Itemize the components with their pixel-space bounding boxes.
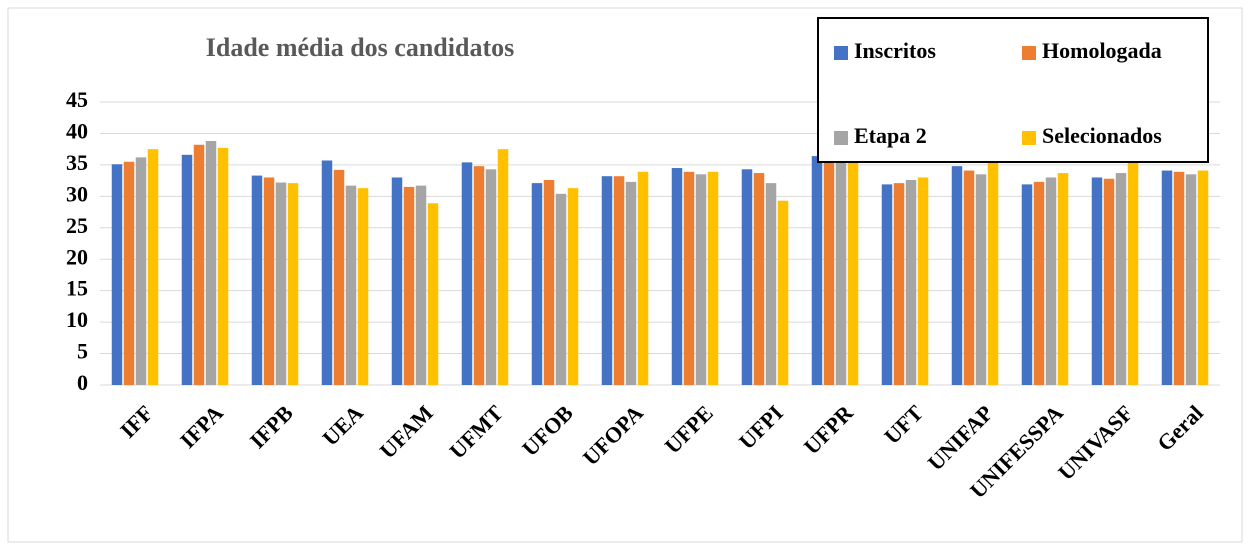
- bar: [543, 179, 555, 385]
- bar: [1115, 173, 1127, 385]
- legend-box: [817, 17, 1209, 163]
- bar: [601, 176, 613, 385]
- y-tick-label: 40: [66, 118, 88, 143]
- bar: [951, 166, 963, 385]
- bar: [497, 149, 509, 385]
- legend-label: Etapa 2: [854, 123, 927, 148]
- bar: [531, 183, 543, 385]
- bar: [625, 181, 637, 385]
- bar: [1161, 170, 1173, 385]
- y-tick-label: 0: [77, 370, 88, 395]
- bar: [147, 149, 159, 385]
- bar: [427, 203, 439, 385]
- bar: [1091, 177, 1103, 385]
- legend-swatch: [1022, 131, 1036, 145]
- bar: [275, 182, 287, 385]
- bar: [321, 160, 333, 385]
- y-tick-label: 15: [66, 276, 88, 301]
- bar: [1103, 178, 1115, 385]
- bar: [707, 171, 719, 385]
- y-tick-label: 25: [66, 213, 88, 238]
- y-tick-label: 20: [66, 244, 88, 269]
- legend-label: Homologada: [1042, 38, 1162, 63]
- bar: [1021, 184, 1033, 385]
- bar: [893, 183, 905, 385]
- legend-swatch: [1022, 46, 1036, 60]
- bar: [555, 193, 567, 385]
- bar: [637, 171, 649, 385]
- bar: [811, 156, 823, 385]
- bar: [1033, 181, 1045, 385]
- bar: [975, 174, 987, 385]
- chart-title: Idade média dos candidatos: [206, 33, 514, 62]
- bar: [987, 151, 999, 385]
- bar: [613, 176, 625, 385]
- bar: [695, 174, 707, 385]
- bar: [847, 158, 859, 385]
- y-tick-label: 35: [66, 150, 88, 175]
- bar: [473, 166, 485, 385]
- bar: [181, 154, 193, 385]
- legend-label: Inscritos: [854, 38, 936, 63]
- bar: [567, 188, 579, 385]
- bar: [881, 184, 893, 385]
- legend-swatch: [834, 131, 848, 145]
- bar: [287, 183, 299, 385]
- legend-label: Selecionados: [1042, 123, 1162, 148]
- bar: [135, 157, 147, 385]
- bar: [391, 177, 403, 385]
- bar: [917, 177, 929, 385]
- bar: [263, 177, 275, 385]
- bar: [835, 157, 847, 385]
- bar: [333, 169, 345, 385]
- bar: [823, 153, 835, 385]
- bar: [193, 144, 205, 385]
- bar: [963, 170, 975, 385]
- legend-swatch: [834, 46, 848, 60]
- bar: [1173, 171, 1185, 385]
- bar: [765, 183, 777, 385]
- bar: [905, 179, 917, 385]
- bar: [111, 164, 123, 385]
- bar: [205, 140, 217, 385]
- bar: [777, 200, 789, 385]
- bar: [741, 169, 753, 385]
- bar: [345, 185, 357, 385]
- bar: [1057, 173, 1069, 385]
- bar: [357, 188, 369, 385]
- y-tick-label: 10: [66, 307, 88, 332]
- bar: [403, 186, 415, 385]
- bar: [753, 173, 765, 385]
- bar: [485, 169, 497, 385]
- bar: [461, 162, 473, 385]
- bar: [671, 168, 683, 385]
- bar: [1127, 157, 1139, 385]
- bar: [683, 171, 695, 385]
- bar: [1045, 177, 1057, 385]
- y-tick-label: 5: [77, 339, 88, 364]
- bar: [415, 185, 427, 385]
- bar: [217, 147, 229, 385]
- bar: [1197, 170, 1209, 385]
- bar: [1185, 174, 1197, 385]
- bar: [251, 175, 263, 385]
- bar: [123, 161, 135, 385]
- y-tick-label: 45: [66, 87, 88, 112]
- y-tick-label: 30: [66, 181, 88, 206]
